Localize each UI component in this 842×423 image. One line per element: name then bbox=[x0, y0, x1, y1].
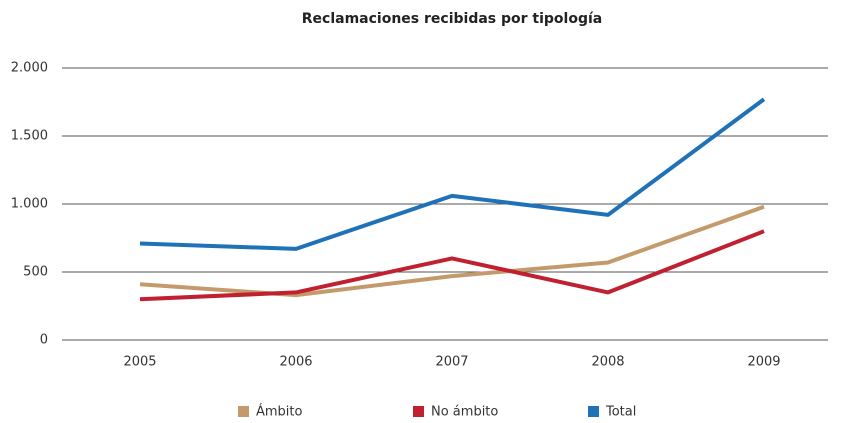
series-line bbox=[139, 204, 765, 298]
legend-label: Total bbox=[605, 405, 636, 420]
series-line bbox=[139, 97, 766, 251]
legend-swatch bbox=[238, 406, 249, 417]
y-tick-label: 1.000 bbox=[11, 197, 48, 212]
x-tick-label: 2009 bbox=[747, 355, 780, 370]
legend-label: Ámbito bbox=[256, 404, 303, 420]
series-line bbox=[139, 229, 765, 302]
y-tick-label: 1.500 bbox=[11, 129, 48, 144]
legend-swatch bbox=[588, 406, 599, 417]
legend-label: No ámbito bbox=[431, 405, 498, 420]
x-tick-label: 2005 bbox=[123, 355, 156, 370]
y-tick-label: 500 bbox=[23, 265, 48, 280]
x-tick-label: 2006 bbox=[279, 355, 312, 370]
y-tick-label: 2.000 bbox=[11, 61, 48, 76]
x-tick-label: 2008 bbox=[591, 355, 624, 370]
y-tick-label: 0 bbox=[40, 333, 48, 348]
legend-swatch bbox=[413, 406, 424, 417]
chart-title: Reclamaciones recibidas por tipología bbox=[302, 11, 602, 27]
x-tick-label: 2007 bbox=[435, 355, 468, 370]
